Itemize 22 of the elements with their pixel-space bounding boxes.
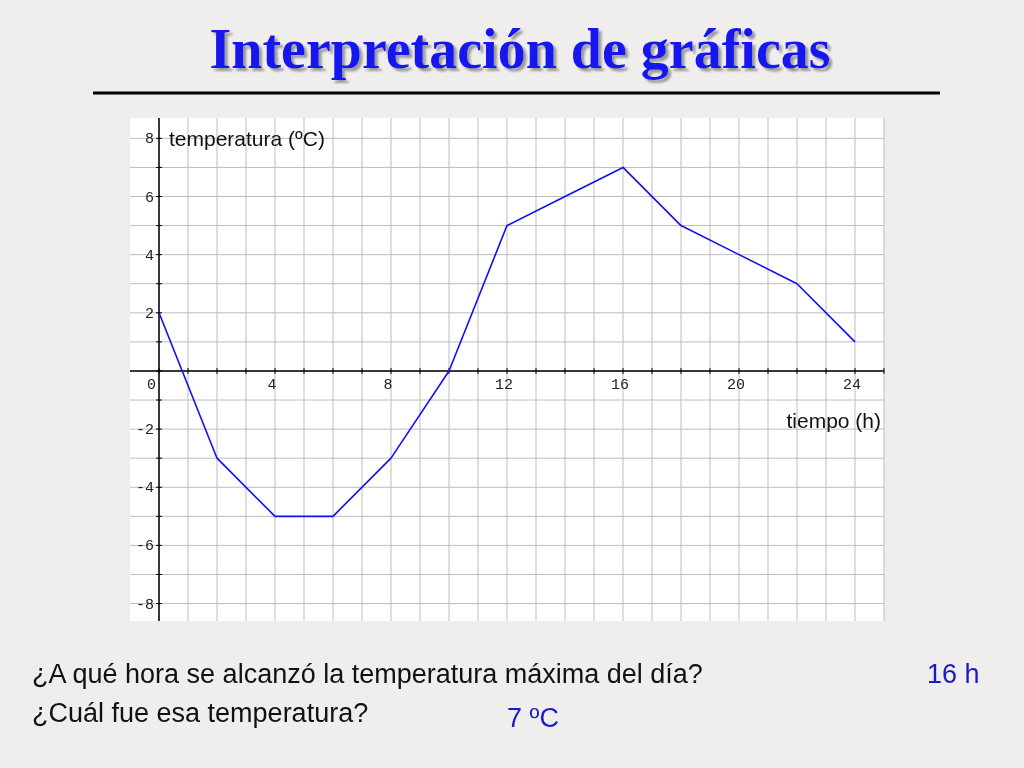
chart-title: Interpretación de gráficas [209, 18, 831, 80]
x-axis-title: tiempo (h) [786, 408, 881, 432]
text: 7 ºC [507, 703, 559, 733]
y-tick-label: 6 [144, 189, 154, 207]
y-tick-label: -6 [135, 538, 154, 556]
y-tick-label: 2 [144, 305, 154, 323]
y-axis-title: temperatura (ºC) [169, 127, 325, 151]
x-tick-label: 12 [494, 376, 514, 394]
y-tick-label: -4 [135, 480, 154, 498]
y-tick-label: -8 [135, 596, 154, 614]
y-tick-label: 4 [144, 247, 154, 265]
text: 16 h [927, 659, 980, 689]
text: ¿Cuál fue esa temperatura? [32, 698, 369, 728]
x-tick-label: 0 [146, 376, 156, 394]
y-tick-label: 8 [144, 131, 154, 149]
x-tick-label: 20 [726, 376, 746, 394]
y-tick-label: -2 [135, 422, 154, 440]
x-tick-label: 8 [383, 376, 393, 394]
x-tick-label: 24 [842, 376, 862, 394]
text: ¿A qué hora se alcanzó la temperatura máxima del día? [32, 659, 703, 689]
x-tick-label: 16 [610, 376, 630, 394]
x-tick-label: 4 [267, 376, 277, 394]
